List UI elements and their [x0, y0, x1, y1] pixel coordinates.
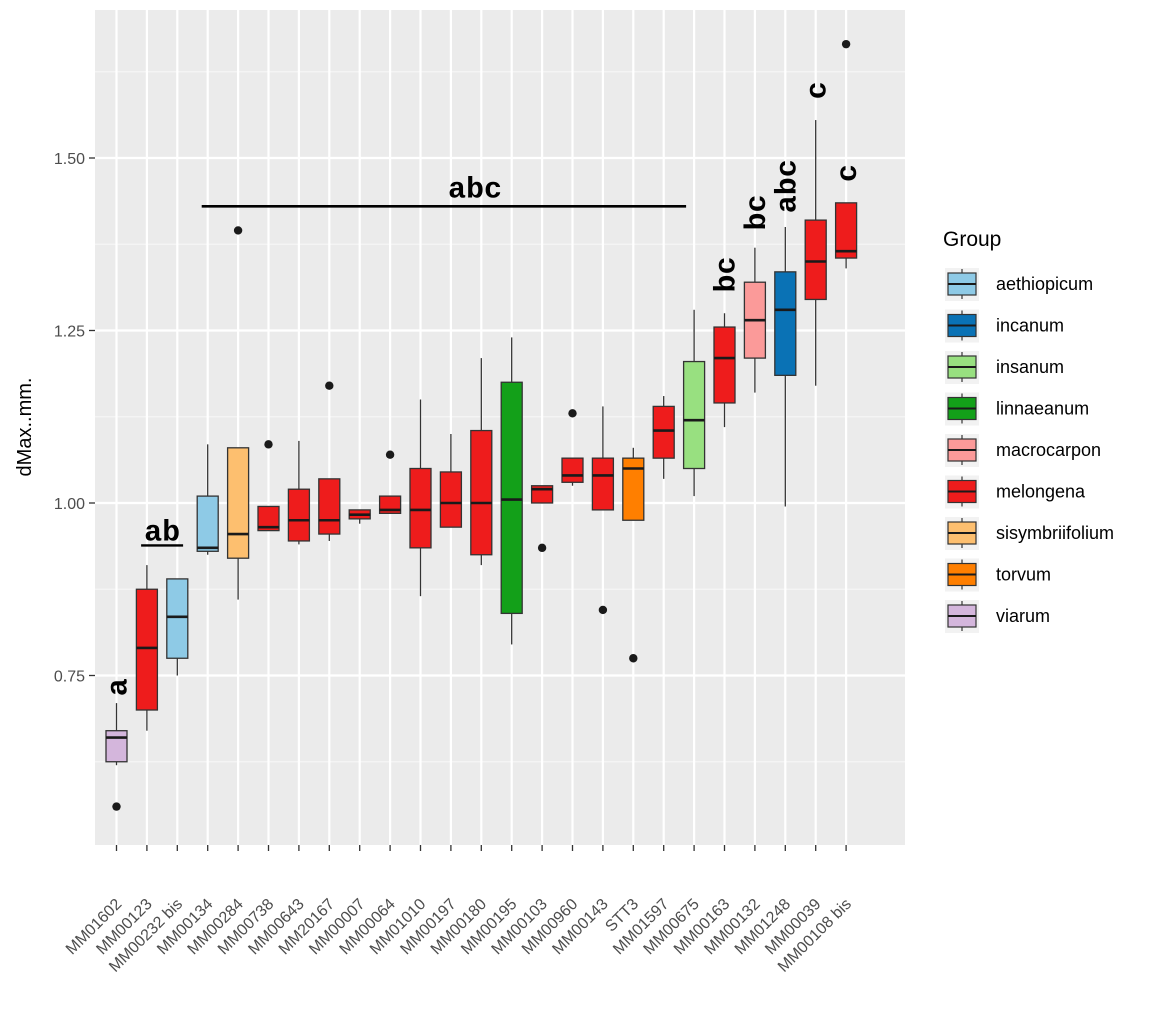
box-body: [439, 471, 463, 528]
bracket-label: abc: [448, 173, 502, 207]
box-body: [682, 360, 706, 470]
legend-item-viarum: viarum: [945, 600, 1050, 633]
box-mm00180: [470, 358, 493, 566]
box-mm00039: [804, 120, 827, 386]
y-tick-label: 1.00: [54, 496, 85, 513]
box-body: [257, 505, 280, 532]
box-body: [622, 457, 645, 521]
box-body: [409, 467, 432, 549]
letter-annotation: a: [103, 678, 137, 696]
letter-annotation: bc: [741, 194, 775, 230]
box-body: [470, 429, 493, 556]
box-body: [591, 457, 615, 511]
y-tick-label: 1.25: [54, 324, 85, 341]
outlier-point: [598, 605, 608, 615]
legend-label: linnaeanum: [996, 399, 1089, 419]
outlier-point: [537, 543, 547, 553]
box-body: [196, 495, 219, 552]
legend-label: incanum: [996, 316, 1064, 336]
legend-label: viarum: [996, 606, 1050, 626]
box-mm00134: [196, 444, 219, 555]
box-body: [561, 457, 584, 483]
legend-item-incanum: incanum: [945, 309, 1064, 343]
legend-item-sisymbriifolium: sisymbriifolium: [945, 517, 1114, 550]
outlier-point: [629, 654, 638, 663]
box-mm20167: [318, 381, 341, 541]
box-mm00738: [257, 440, 280, 532]
box-mm01602: [105, 703, 128, 811]
minor-gridlines: [95, 71, 905, 763]
legend-item-aethiopicum: aethiopicum: [945, 268, 1093, 301]
legend-item-insanum: insanum: [945, 351, 1064, 384]
box-mm00123: [135, 565, 159, 731]
legend-item-macrocarpon: macrocarpon: [945, 434, 1101, 467]
box-mm00064: [378, 450, 402, 515]
legend-item-torvum: torvum: [945, 558, 1051, 592]
letter-annotation: abc: [771, 159, 805, 213]
y-axis-title: dMax..mm.: [14, 378, 36, 477]
legend-title: Group: [943, 228, 1001, 251]
box-mm00007: [348, 509, 371, 524]
box-body: [804, 219, 827, 301]
box-mm00284: [226, 226, 250, 600]
y-tick-label: 1.50: [54, 151, 85, 168]
box-mm00143: [591, 406, 615, 615]
box-mm00103: [530, 485, 554, 553]
legend-label: torvum: [996, 565, 1051, 585]
outlier-point: [112, 802, 121, 811]
box-stt3: [622, 447, 645, 663]
letter-annotation: c: [802, 81, 836, 99]
box-mm00232-bis: [166, 578, 189, 676]
legend-label: aethiopicum: [996, 274, 1093, 294]
outlier-point: [568, 409, 577, 418]
box-body: [135, 588, 159, 711]
box-mm01010: [409, 399, 432, 597]
box-mm00195: [500, 337, 523, 645]
box-mm00675: [682, 309, 706, 497]
plot-panel: [95, 10, 905, 845]
box-mm01597: [652, 396, 675, 479]
legend: Group aethiopicum incanum insanum linnaeanu…: [943, 228, 1114, 633]
y-axis: 0.75 1.00 1.25 1.50: [54, 151, 95, 686]
box-body: [652, 405, 675, 459]
outlier-point: [233, 226, 243, 235]
outlier-point: [385, 450, 395, 459]
box-mm00643: [287, 440, 311, 545]
box-body: [318, 478, 341, 535]
legend-label: macrocarpon: [996, 440, 1101, 460]
box-body: [834, 202, 858, 259]
legend-label: insanum: [996, 357, 1064, 377]
legend-label: sisymbriifolium: [996, 523, 1114, 543]
legend-item-linnaeanum: linnaeanum: [945, 392, 1089, 426]
legend-label: melongena: [996, 482, 1086, 502]
box-mm00960: [561, 409, 584, 486]
box-body: [713, 326, 736, 404]
box-body: [774, 271, 797, 377]
outlier-point: [325, 381, 334, 390]
box-body: [226, 447, 250, 559]
box-mm01248: [774, 227, 797, 507]
boxes-layer: [105, 39, 858, 811]
box-mm00197: [439, 434, 463, 528]
outlier-point: [264, 440, 273, 449]
letter-annotation: bc: [711, 257, 745, 293]
box-body: [287, 488, 311, 542]
box-body: [166, 578, 189, 659]
box-mm00108-bis: [834, 39, 858, 269]
legend-item-melongena: melongena: [945, 475, 1086, 509]
box-mm00163: [713, 313, 736, 428]
box-body: [500, 381, 523, 615]
outlier-point: [841, 39, 851, 49]
y-tick-label: 0.75: [54, 669, 85, 686]
box-mm00132: [743, 247, 767, 393]
box-body: [105, 730, 128, 763]
letter-annotation: c: [832, 164, 866, 182]
